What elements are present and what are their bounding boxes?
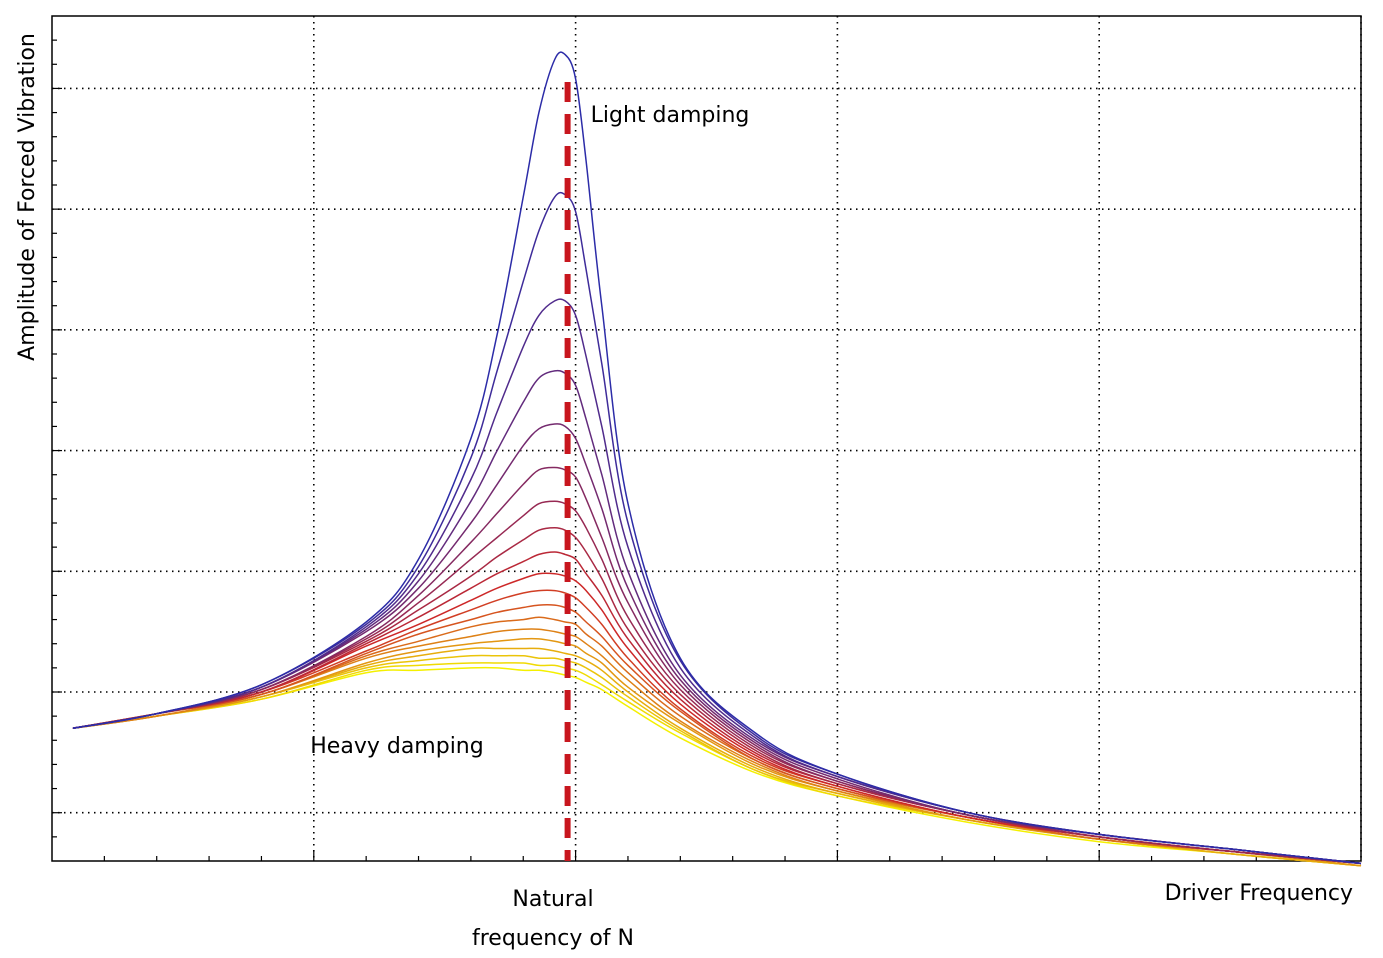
light-damping-label: Light damping <box>591 103 750 128</box>
x-axis-label: Driver Frequency <box>1165 881 1353 906</box>
natural-frequency-label-line1: Natural <box>512 887 593 912</box>
y-axis-label: Amplitude of Forced Vibration <box>15 33 40 361</box>
series-line-1 <box>72 51 1362 865</box>
series-line-5 <box>72 423 1362 865</box>
axis-ticks <box>52 39 1310 861</box>
grid <box>52 16 1362 861</box>
heavy-damping-label: Heavy damping <box>310 734 483 759</box>
natural-frequency-label-line2: frequency of N <box>472 926 634 951</box>
series-line-15 <box>72 637 1362 867</box>
plot-frame <box>51 15 1362 862</box>
series-line-19 <box>72 666 1362 867</box>
series-line-10 <box>72 572 1362 865</box>
curves <box>72 51 1362 867</box>
